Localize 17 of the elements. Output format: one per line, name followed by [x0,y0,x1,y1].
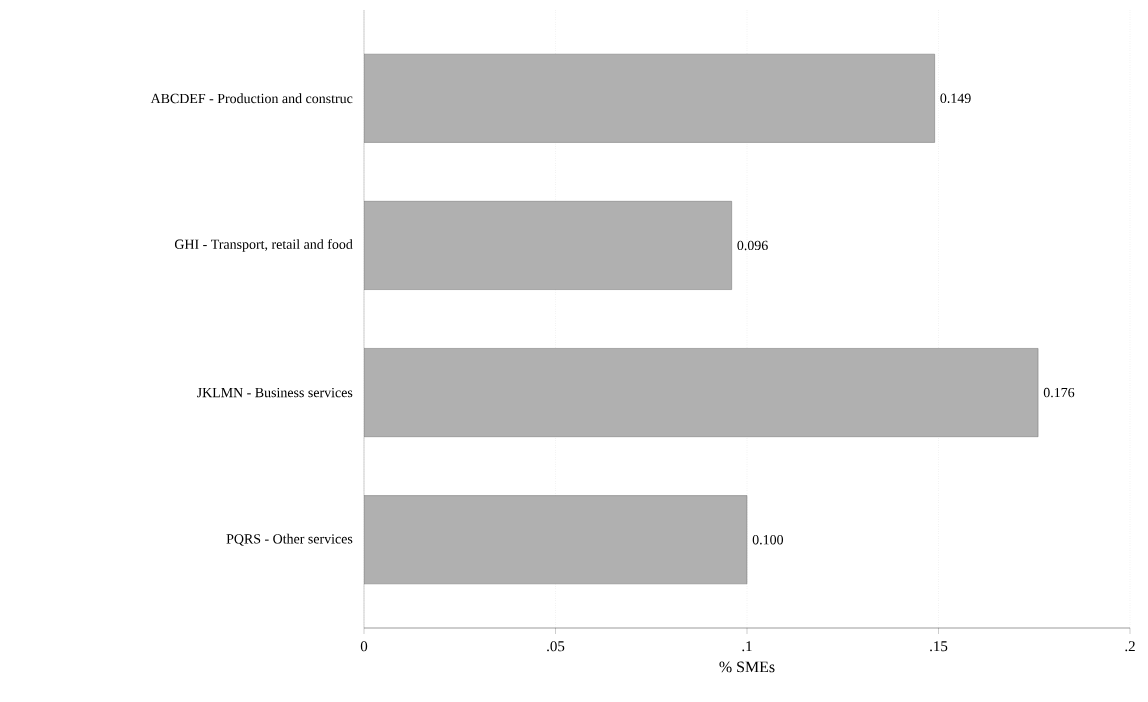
data-label: 0.176 [1043,387,1075,398]
data-label: 0.100 [752,534,784,545]
y-tick-label: ABCDEF - Production and construc [150,93,353,104]
bar [364,53,935,143]
x-tick-label: .1 [742,641,752,652]
bar [364,201,732,290]
x-tick-label: .15 [930,641,948,652]
x-tick-label: .2 [1125,641,1135,652]
x-tick-label: .05 [547,641,565,652]
x-tick-label: 0 [360,641,368,652]
bar [364,495,748,585]
x-axis-title: % SMEs [719,661,775,673]
y-tick-label: JKLMN - Business services [196,387,353,398]
data-label: 0.096 [737,240,768,251]
data-label: 0.149 [940,93,971,104]
y-tick-label: GHI - Transport, retail and food [174,239,353,252]
y-tick-label: PQRS - Other services [226,533,353,546]
